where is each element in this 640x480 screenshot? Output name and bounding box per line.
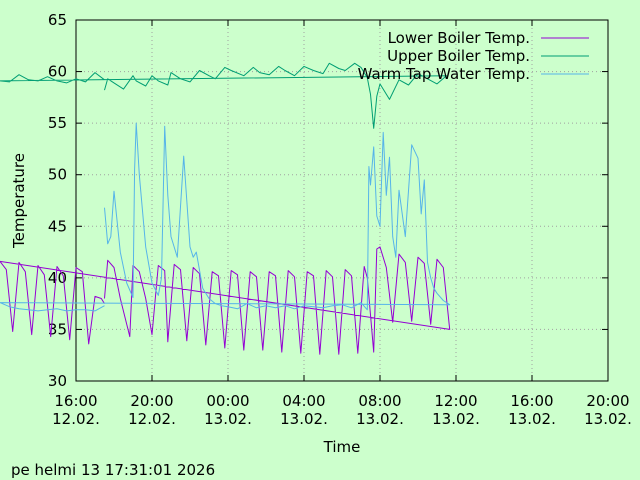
legend-label-3: Warm Tap Water Temp.: [358, 65, 530, 83]
y-tick-label: 45: [48, 217, 67, 235]
x-tick-label-time: 12:00: [434, 392, 477, 410]
x-tick-label-time: 16:00: [54, 392, 97, 410]
x-tick-label-time: 04:00: [282, 392, 325, 410]
x-tick-label-date: 12.02.: [52, 410, 100, 428]
legend-label-1: Lower Boiler Temp.: [388, 29, 530, 47]
x-tick-label-time: 16:00: [510, 392, 553, 410]
x-axis-title: Time: [323, 438, 361, 456]
y-tick-label: 30: [48, 372, 67, 390]
x-tick-label-time: 20:00: [130, 392, 173, 410]
x-tick-label-time: 00:00: [206, 392, 249, 410]
x-tick-label-date: 13.02.: [584, 410, 632, 428]
x-tick-label-date: 13.02.: [204, 410, 252, 428]
series-line-2: [0, 62, 447, 129]
x-tick-label-date: 12.02.: [128, 410, 176, 428]
y-tick-label: 50: [48, 166, 67, 184]
series-layer: [0, 62, 451, 355]
y-tick-label: 60: [48, 63, 67, 81]
timestamp-footer: pe helmi 13 17:31:01 2026: [11, 461, 216, 479]
x-tick-label-date: 13.02.: [508, 410, 556, 428]
x-tick-label-time: 08:00: [358, 392, 401, 410]
y-tick-label: 35: [48, 320, 67, 338]
legend: Lower Boiler Temp.Upper Boiler Temp.Warm…: [358, 29, 589, 83]
legend-label-2: Upper Boiler Temp.: [387, 47, 530, 65]
series-line-1: [0, 246, 451, 355]
x-tick-label-date: 13.02.: [280, 410, 328, 428]
y-axis-title: Temperature: [10, 153, 28, 249]
x-tick-label-date: 13.02.: [432, 410, 480, 428]
plot-frame: [75, 19, 609, 382]
axis-ticks: 303540455055606516:0012.02.20:0012.02.00…: [48, 11, 632, 428]
y-tick-label: 65: [48, 11, 67, 29]
x-tick-label-date: 13.02.: [356, 410, 404, 428]
x-tick-label-time: 20:00: [586, 392, 629, 410]
y-tick-label: 55: [48, 114, 67, 132]
series-line-3: [0, 122, 451, 312]
